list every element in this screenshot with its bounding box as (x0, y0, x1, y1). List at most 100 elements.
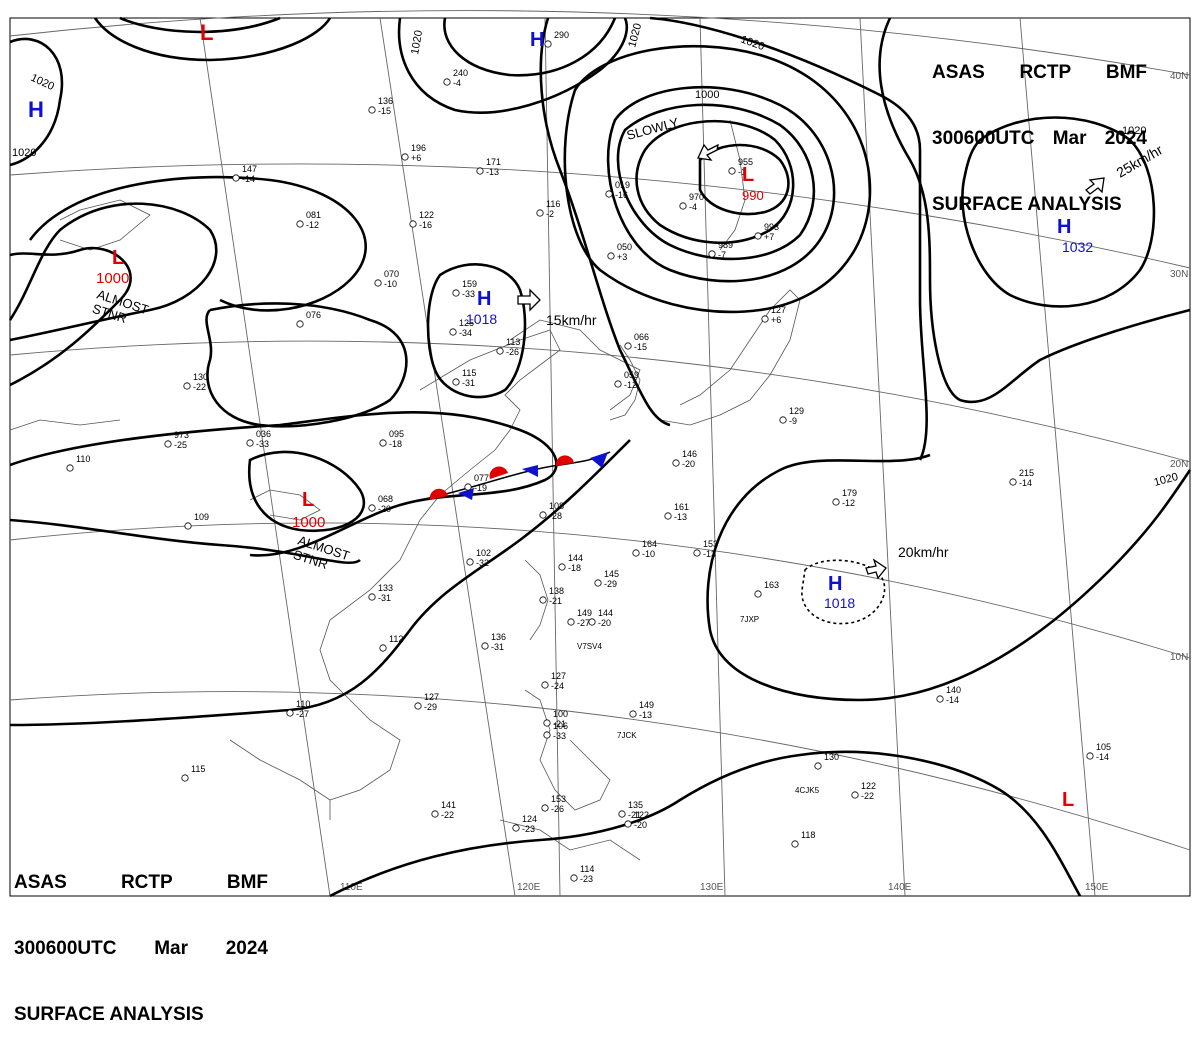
station-pressure: 127 (771, 305, 786, 315)
station-plot: 171-13 (476, 157, 501, 177)
station-circle-icon (431, 810, 439, 818)
station-tendency: -20 (378, 504, 391, 514)
station-plot: 159-33 (452, 279, 477, 299)
station-tendency: -22 (193, 382, 206, 392)
station-plot: 127-24 (541, 671, 566, 691)
station-pressure: 115 (462, 368, 476, 378)
station-plot: 130-22 (183, 372, 208, 392)
station-plot: 019-16 (605, 180, 630, 200)
station-circle-icon (246, 439, 254, 447)
station-circle-icon (464, 483, 472, 491)
header-row-1: ASAS RCTP BMF (932, 62, 1147, 84)
station-tendency: -21 (549, 596, 562, 606)
station-tendency: -16 (615, 190, 628, 200)
station-plot: 973-25 (164, 430, 189, 450)
station-tendency: -26 (506, 347, 519, 357)
station-tendency: -4 (453, 78, 461, 88)
low-center-marker: L (1062, 789, 1074, 811)
station-pressure: 146 (682, 449, 697, 459)
station-pressure: 153 (551, 794, 566, 804)
station-circle-icon (401, 153, 409, 161)
high-center-marker: H (530, 29, 544, 51)
station-plot: 153-13 (693, 539, 718, 559)
station-tendency: +7 (764, 232, 774, 242)
station-circle-icon (672, 459, 680, 467)
cold-front-triangle (458, 488, 474, 500)
station-pressure: 100 (553, 709, 568, 719)
station-plot: 138-21 (539, 586, 564, 606)
header-agency: ASAS (932, 62, 985, 83)
station-tendency: -12 (306, 220, 319, 230)
station-plot: 108-28 (539, 501, 564, 521)
station-pressure: 970 (689, 192, 704, 202)
station-circle-icon (632, 549, 640, 557)
station-pressure: 136 (491, 632, 506, 642)
surface-analysis-map: 40N 30N 20N 10N 110E 120E 130E 140E 150E (8, 10, 1192, 898)
station-circle-icon (624, 820, 632, 828)
station-plot: 136-15 (368, 96, 393, 116)
station-plot: 215-14 (1009, 468, 1034, 488)
station-plot: 144-20 (588, 608, 613, 628)
station-pressure: 130 (193, 372, 208, 382)
station-circle-icon (544, 40, 552, 48)
station-plot: 118 (791, 830, 815, 848)
arrow-right-icon (517, 288, 541, 312)
motion-speed: 15km/hr (546, 312, 597, 328)
station-pressure: 059 (624, 370, 639, 380)
station-pressure: 161 (674, 502, 689, 512)
grid-labels: 40N 30N 20N 10N 110E 120E 130E 140E 150E (340, 71, 1188, 893)
station-pressure: 115 (191, 764, 205, 774)
station-circle-icon (184, 522, 192, 530)
station-circle-icon (618, 810, 626, 818)
station-plot: 106-33 (543, 721, 568, 741)
station-circle-icon (539, 596, 547, 604)
station-circle-icon (1086, 752, 1094, 760)
station-pressure: 113 (506, 337, 520, 347)
station-tendency: -1 (738, 167, 746, 177)
station-pressure: 138 (549, 586, 564, 596)
station-pressure: 127 (551, 671, 566, 681)
lon-label-140e: 140E (888, 882, 912, 893)
station-circle-icon (543, 719, 551, 727)
lon-label-110e: 110E (340, 882, 363, 893)
station-tendency: -25 (174, 440, 187, 450)
ship-id: 4CJK5 (795, 786, 820, 795)
station-plot: 135-21 (618, 800, 643, 820)
station-plot: 095-18 (379, 429, 404, 449)
station-plot: 110-27 (286, 699, 310, 719)
station-pressure: 149 (639, 700, 654, 710)
station-pressure: 109 (194, 512, 209, 522)
station-circle-icon (832, 498, 840, 506)
header-agency: ASAS (14, 872, 67, 893)
station-circle-icon (791, 840, 799, 848)
station-circle-icon (754, 232, 762, 240)
header-year: 2024 (225, 938, 268, 959)
station-pressure: 077 (474, 473, 489, 483)
station-tendency: -29 (604, 579, 617, 589)
station-tendency: -18 (568, 563, 581, 573)
arrow-right-icon (865, 558, 887, 580)
station-tendency: -15 (378, 106, 391, 116)
station-tendency: -14 (1096, 752, 1109, 762)
header-station: RCTP (1019, 62, 1072, 83)
isobar-label: 1020 (1122, 125, 1146, 137)
high-center-marker: H (28, 97, 44, 122)
station-pressure: 076 (306, 310, 321, 320)
station-tendency: +6 (411, 153, 421, 163)
station-circle-icon (664, 512, 672, 520)
station-circle-icon (296, 220, 304, 228)
station-circle-icon (181, 774, 189, 782)
high-center-marker: H (828, 573, 842, 595)
station-plot: 081-12 (296, 210, 321, 230)
high-center-marker: H (1057, 216, 1071, 238)
station-circle-icon (761, 315, 769, 323)
station-tendency: -2 (546, 209, 554, 219)
isobar-label: 1000 (695, 89, 719, 101)
isobar-label: 1020 (12, 147, 36, 159)
station-pressure: 081 (306, 210, 321, 220)
station-pressure: 110 (76, 454, 90, 464)
station-circle-icon (536, 209, 544, 217)
station-plot: 179-12 (832, 488, 857, 508)
station-circle-icon (183, 382, 191, 390)
station-tendency: -32 (476, 558, 489, 568)
